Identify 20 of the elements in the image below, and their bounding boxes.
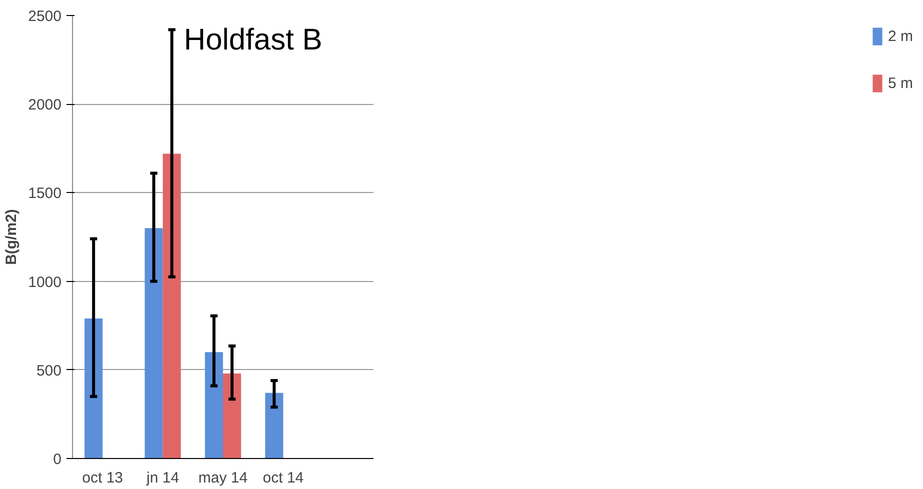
bar [204, 352, 223, 458]
y-tick-label: 1000 [28, 274, 62, 291]
chart-title: Holdfast B [184, 24, 322, 56]
bar [162, 154, 181, 458]
legend-label: 5 m [888, 74, 913, 92]
bar [265, 392, 284, 458]
x-tick-label: may 14 [198, 470, 248, 486]
legend-label: 2 m [888, 28, 913, 44]
y-tick-label: 2500 [28, 8, 62, 25]
y-tick-label: 0 [53, 451, 62, 468]
y-axis-title: B(g/m2) [3, 209, 20, 265]
y-tick-label: 500 [36, 362, 62, 380]
y-tick-label: 1500 [28, 185, 62, 202]
x-tick-label: jn 14 [146, 470, 180, 486]
x-tick-label: oct 13 [82, 470, 124, 486]
bar [84, 318, 103, 458]
bar [223, 373, 242, 458]
x-tick-label: oct 14 [262, 470, 304, 486]
y-tick-label: 2000 [28, 96, 62, 114]
bar [144, 228, 163, 458]
